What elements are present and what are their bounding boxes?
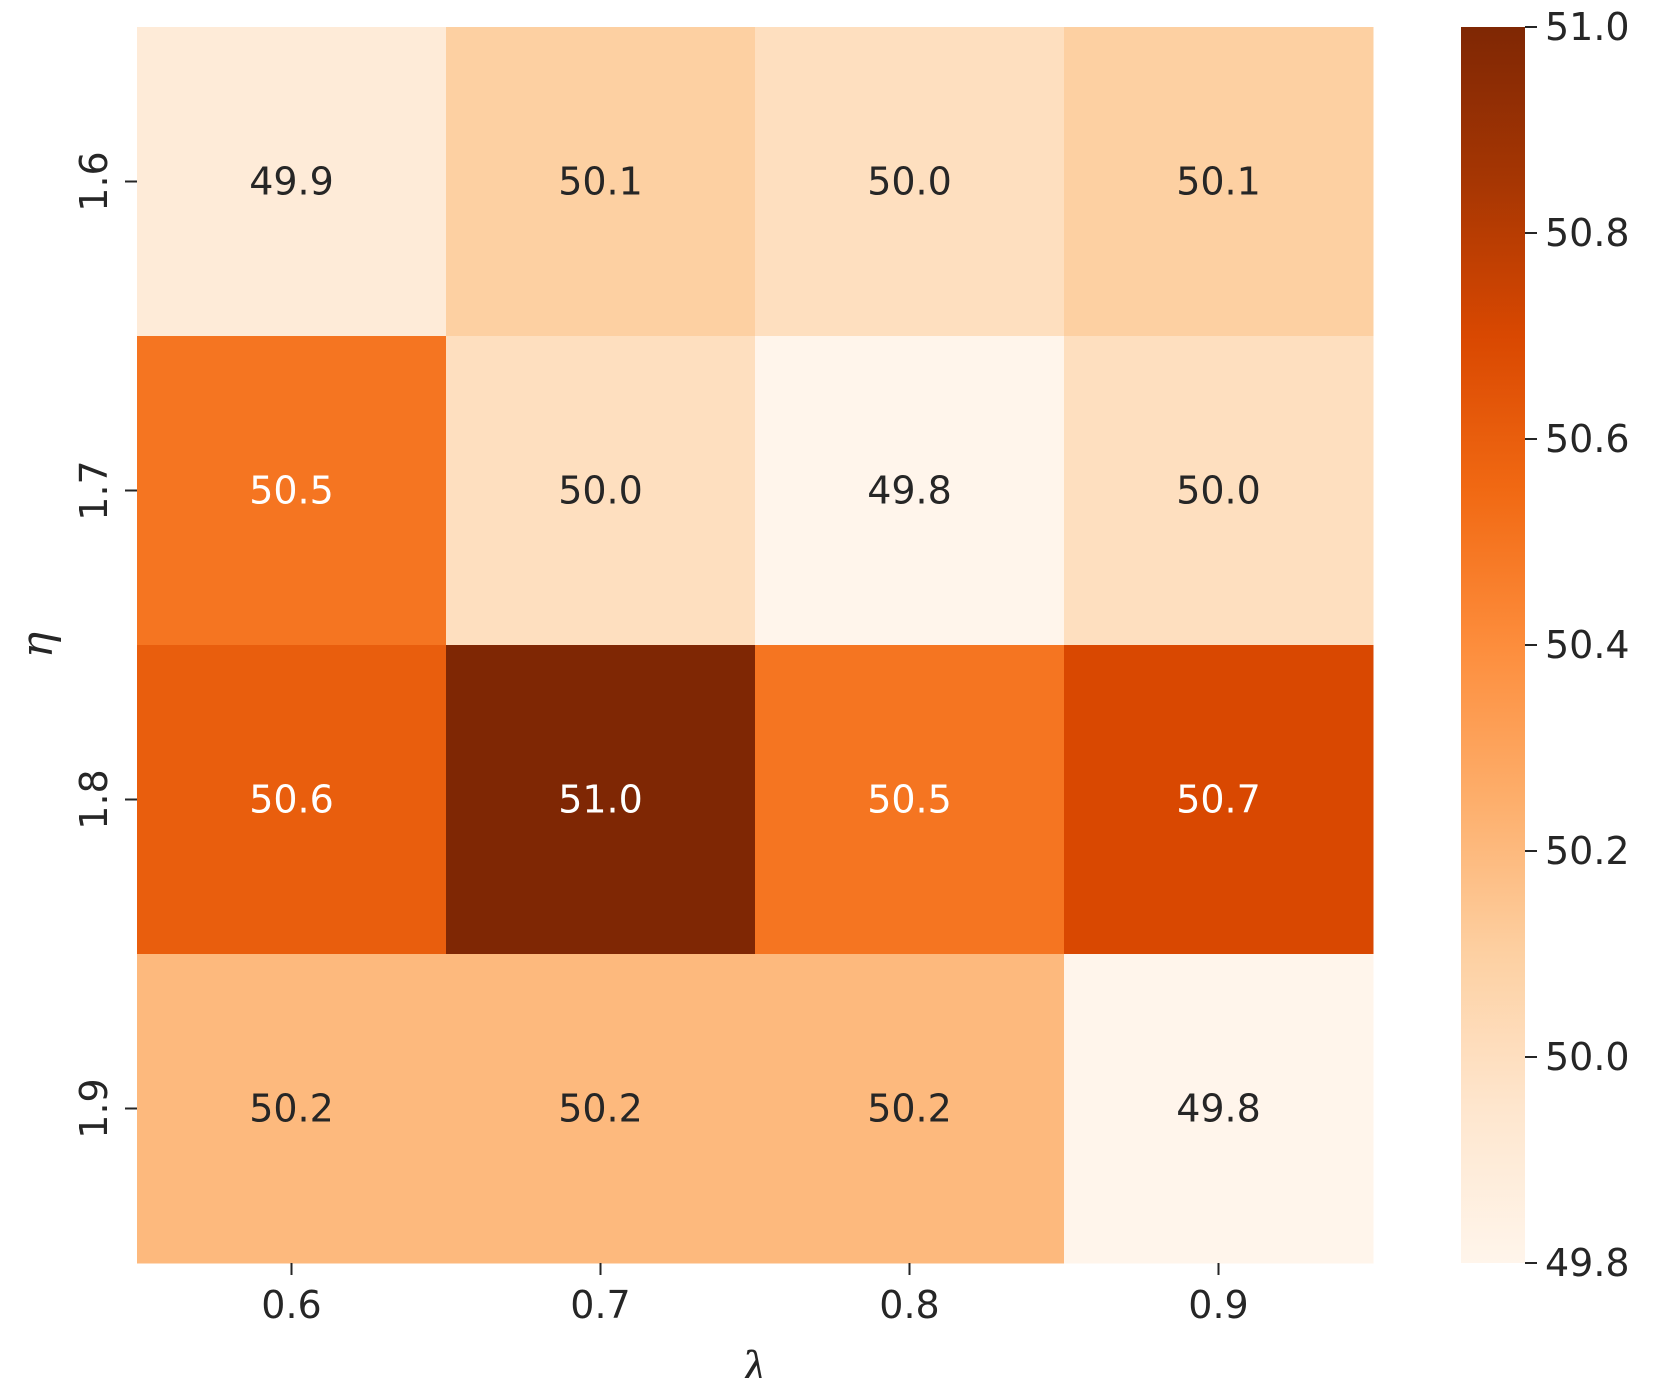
cell-value-label: 49.8 xyxy=(867,469,952,513)
heatmap-cell xyxy=(137,336,447,646)
y-tick-label: 1.7 xyxy=(72,460,116,520)
colorbar-tick-label: 50.2 xyxy=(1545,829,1630,873)
cell-value-label: 49.8 xyxy=(1176,1087,1261,1131)
heatmap-cell xyxy=(1064,336,1374,646)
colorbar-tick-label: 51.0 xyxy=(1545,5,1630,49)
cell-value-label: 50.2 xyxy=(249,1087,334,1131)
colorbar-tick-label: 50.4 xyxy=(1545,623,1630,667)
colorbar-tick-label: 50.0 xyxy=(1545,1035,1630,1079)
heatmap-cell xyxy=(446,954,756,1264)
x-tick-label: 0.7 xyxy=(570,1283,630,1327)
heatmap-cell xyxy=(755,27,1065,337)
cell-value-label: 50.7 xyxy=(1176,778,1261,822)
heatmap-cell xyxy=(1064,645,1374,955)
x-axis: 0.6 0.7 0.8 0.9 xyxy=(261,1263,1249,1327)
colorbar-ticks: 49.8 50.0 50.2 50.4 50.6 50.8 51.0 xyxy=(1525,5,1630,1285)
cell-value-label: 50.0 xyxy=(1176,469,1261,513)
heatmap-cell xyxy=(446,27,756,337)
heatmap-cell xyxy=(755,954,1065,1264)
heatmap-cell xyxy=(755,336,1065,646)
cell-value-label: 50.2 xyxy=(867,1087,952,1131)
colorbar xyxy=(1461,27,1525,1263)
heatmap-cell xyxy=(446,645,756,955)
heatmap-cell xyxy=(1064,954,1374,1264)
cell-value-label: 49.9 xyxy=(249,160,334,204)
heatmap-cell xyxy=(755,645,1065,955)
x-tick-label: 0.8 xyxy=(879,1283,939,1327)
colorbar-tick-label: 50.6 xyxy=(1545,417,1630,461)
cell-value-label: 50.5 xyxy=(867,778,952,822)
heatmap-cell xyxy=(446,336,756,646)
heatmap-cell xyxy=(1064,27,1374,337)
y-tick-label: 1.8 xyxy=(72,769,116,829)
heatmap-cell xyxy=(137,27,447,337)
cell-value-label: 51.0 xyxy=(558,778,643,822)
x-tick-label: 0.9 xyxy=(1188,1283,1248,1327)
y-tick-label: 1.6 xyxy=(72,151,116,211)
x-tick-label: 0.6 xyxy=(261,1283,321,1327)
cell-value-label: 50.1 xyxy=(1176,160,1261,204)
cell-value-label: 50.0 xyxy=(558,469,643,513)
colorbar-tick-label: 49.8 xyxy=(1545,1241,1630,1285)
x-axis-label: λ xyxy=(739,1343,769,1378)
colorbar-tick-label: 50.8 xyxy=(1545,211,1630,255)
cell-value-label: 50.2 xyxy=(558,1087,643,1131)
heatmap-cell-labels: 49.9 50.1 50.0 50.1 50.5 50.0 49.8 50.0 50.6 51.0… xyxy=(249,160,1261,1131)
heatmap-cell xyxy=(137,954,447,1264)
heatmap-cell xyxy=(137,645,447,955)
y-tick-label: 1.9 xyxy=(72,1078,116,1138)
y-axis-label: η xyxy=(12,632,63,658)
cell-value-label: 50.6 xyxy=(249,778,334,822)
cell-value-label: 50.5 xyxy=(249,469,334,513)
y-axis: 1.6 1.7 1.8 1.9 xyxy=(72,151,137,1139)
cell-value-label: 50.1 xyxy=(558,160,643,204)
cell-value-label: 50.0 xyxy=(867,160,952,204)
heatmap-cells xyxy=(137,27,1374,1264)
